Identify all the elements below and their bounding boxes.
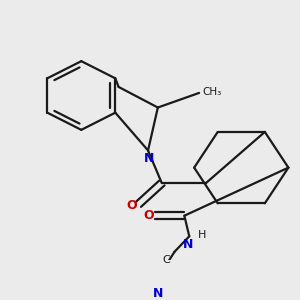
- Text: CH₃: CH₃: [202, 87, 221, 97]
- Text: C: C: [162, 255, 170, 265]
- Text: O: O: [126, 199, 137, 212]
- Text: O: O: [143, 209, 154, 222]
- Text: N: N: [153, 287, 164, 300]
- Text: N: N: [183, 238, 193, 251]
- Text: N: N: [144, 152, 155, 165]
- Text: H: H: [198, 230, 207, 240]
